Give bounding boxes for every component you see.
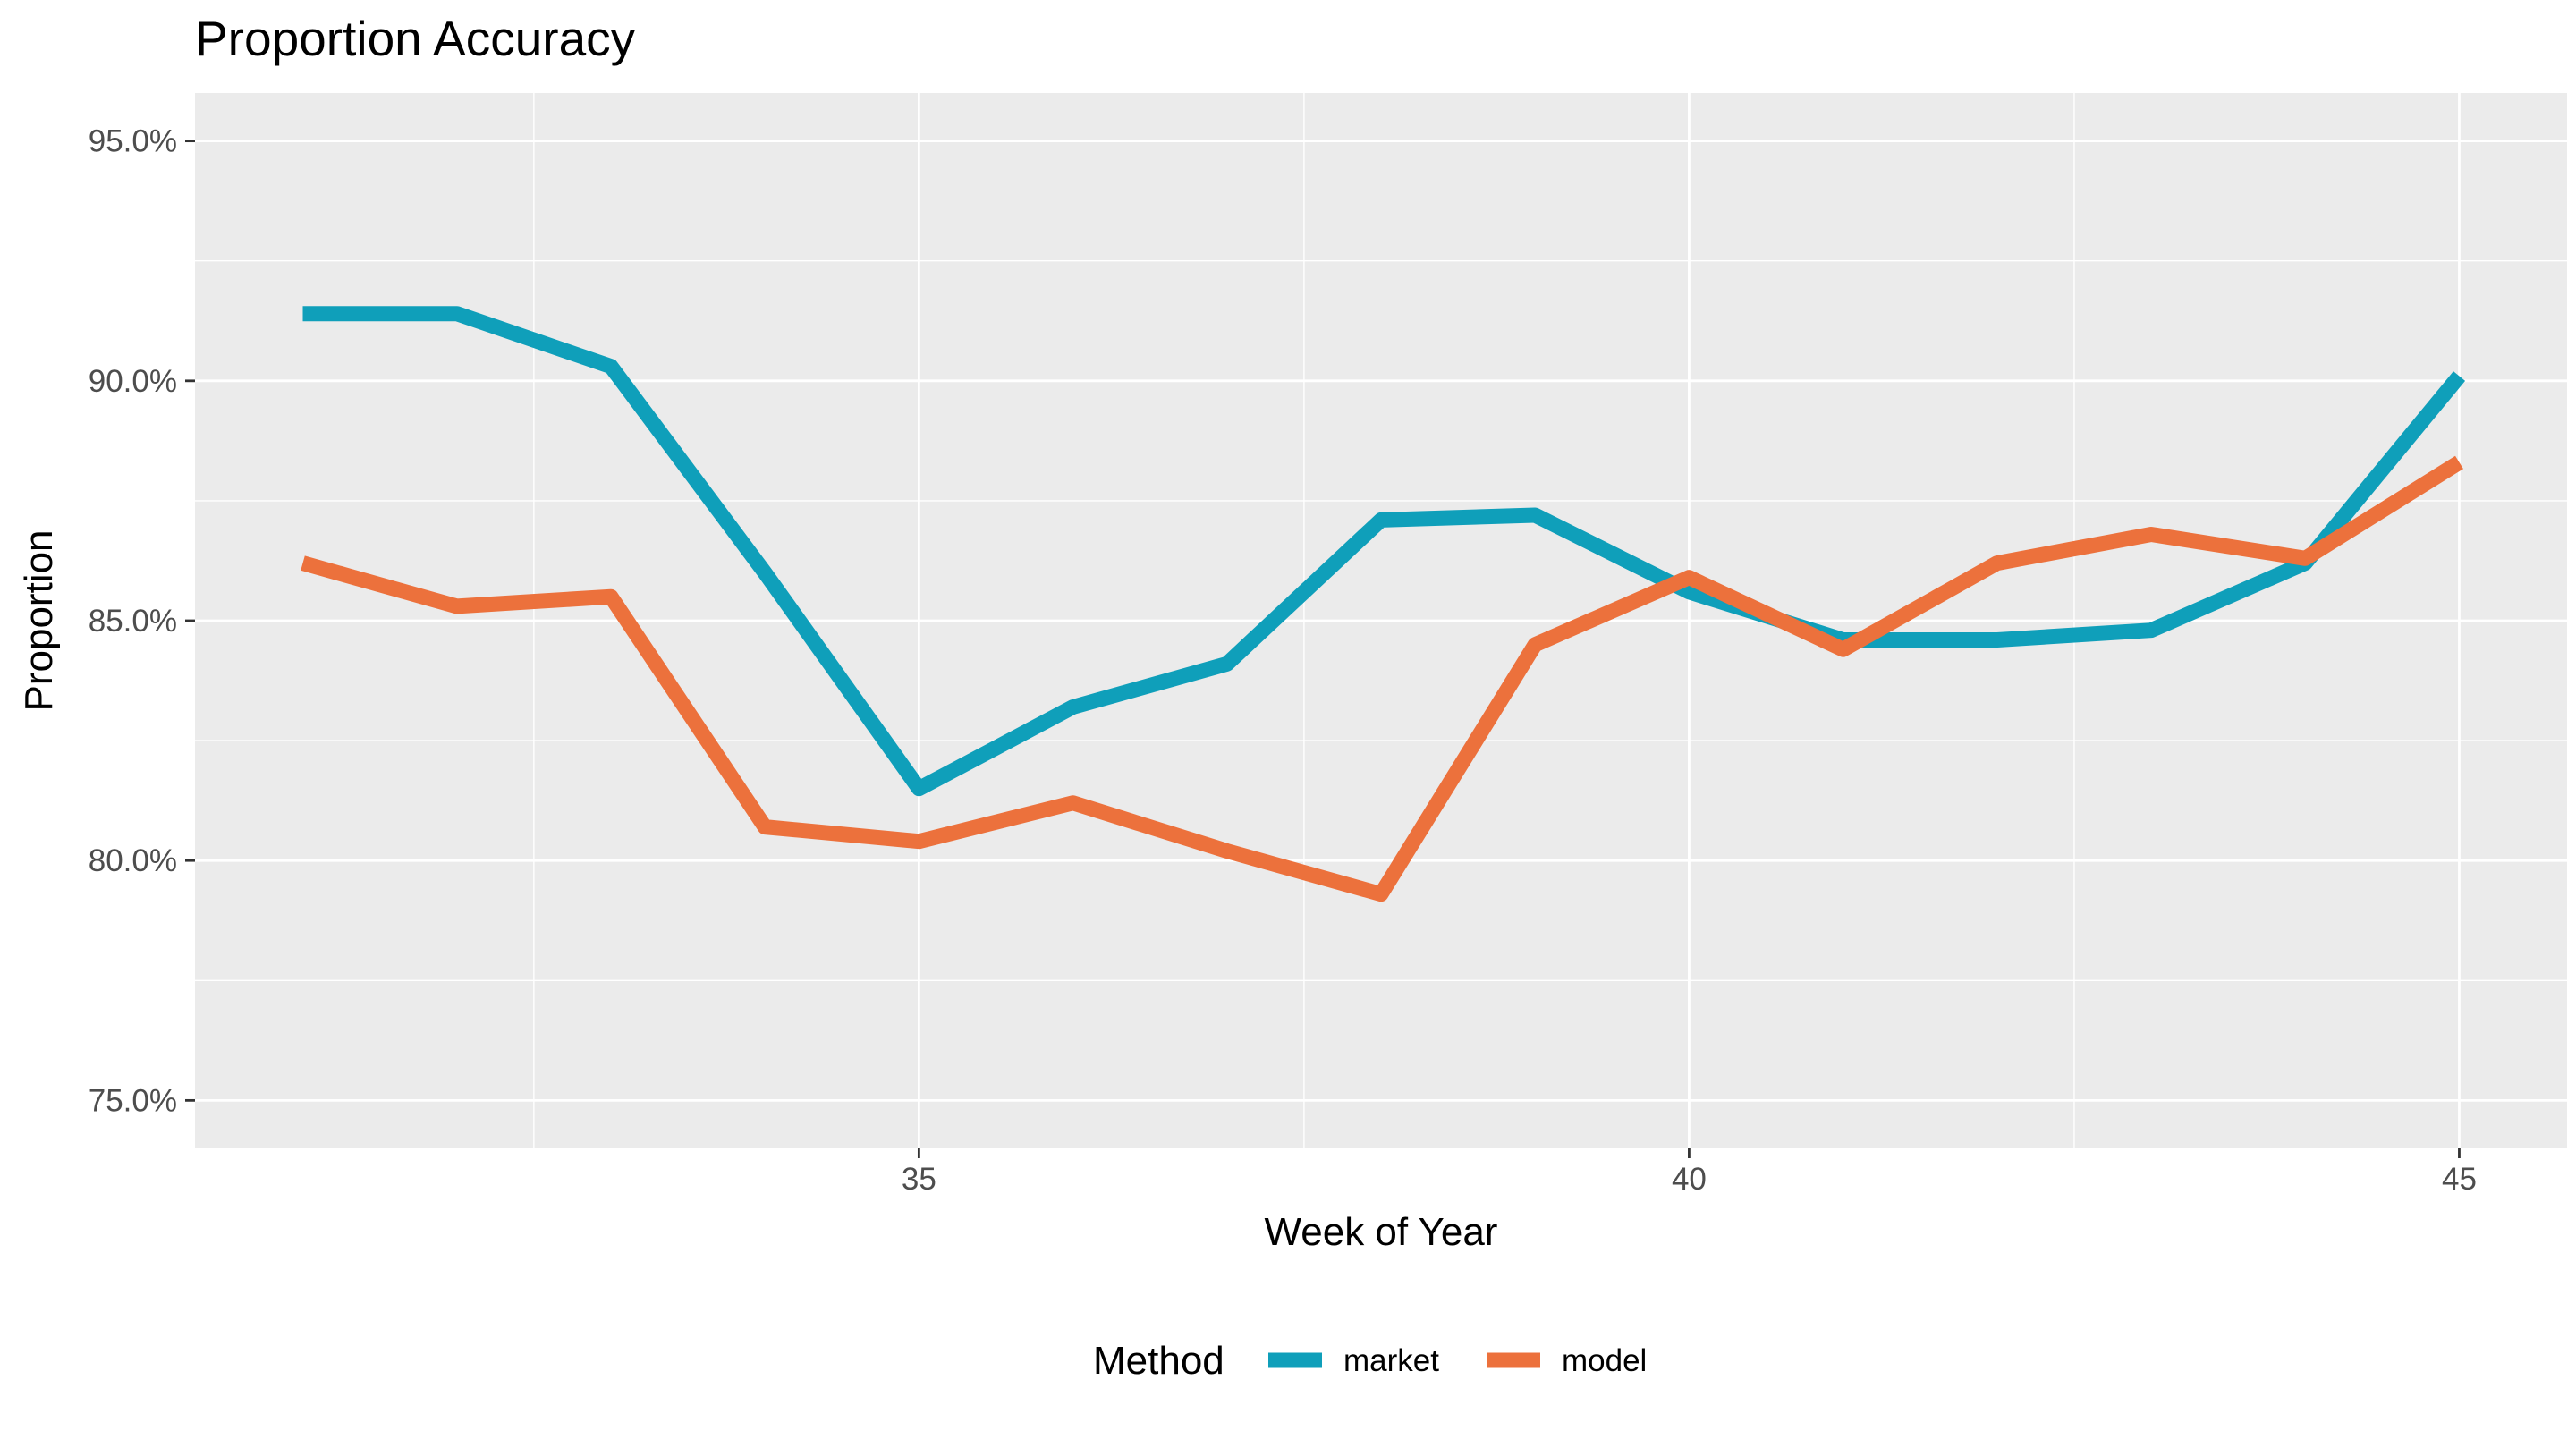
x-tick-label: 40 xyxy=(1672,1162,1707,1197)
x-tick-label: 35 xyxy=(902,1162,936,1197)
x-tick-label: 45 xyxy=(2442,1162,2477,1197)
series-lines xyxy=(301,306,2466,902)
series-line-model xyxy=(301,455,2463,902)
y-tick-label: 75.0% xyxy=(89,1083,177,1118)
y-tick-label: 85.0% xyxy=(89,604,177,639)
legend-title: Method xyxy=(1093,1339,1224,1383)
y-tick-label: 80.0% xyxy=(89,843,177,878)
y-axis: 75.0% 80.0% 85.0% 90.0% 95.0% xyxy=(89,124,195,1118)
legend-items: market model xyxy=(1268,1343,1647,1378)
legend: Method market model xyxy=(1093,1339,1647,1383)
y-tick-label: 90.0% xyxy=(89,364,177,399)
legend-label-market: market xyxy=(1343,1343,1439,1378)
y-axis-title: Proportion xyxy=(17,529,61,711)
x-axis: 35 40 45 xyxy=(902,1148,2477,1197)
y-tick-label: 95.0% xyxy=(89,124,177,159)
series-line-market xyxy=(302,306,2466,797)
x-axis-title: Week of Year xyxy=(1265,1210,1498,1254)
chart-title: Proportion Accuracy xyxy=(195,11,636,66)
legend-label-model: model xyxy=(1562,1343,1647,1378)
